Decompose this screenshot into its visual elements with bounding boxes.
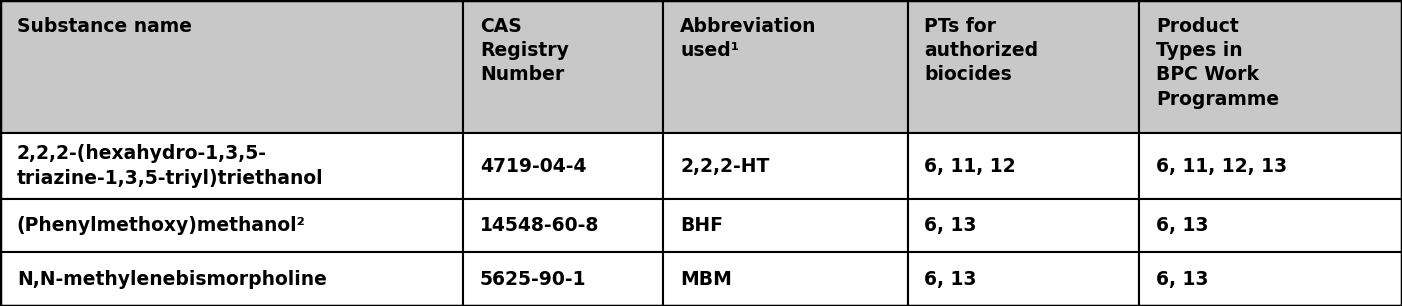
Text: (Phenylmethoxy)methanol²: (Phenylmethoxy)methanol² [17,216,306,235]
Text: 6, 11, 12, 13: 6, 11, 12, 13 [1157,156,1287,176]
Bar [463,199,663,252]
Bar [0,199,463,252]
Text: 6, 11, 12: 6, 11, 12 [924,156,1016,176]
Bar [663,133,907,199]
Text: 6, 13: 6, 13 [924,270,977,289]
Bar [1138,133,1402,199]
Bar [663,0,907,133]
Bar [1138,0,1402,133]
Bar [463,252,663,306]
Text: PTs for
authorized
biocides: PTs for authorized biocides [924,17,1039,84]
Bar [463,0,663,133]
Bar [907,199,1138,252]
Bar [0,0,463,133]
Bar [907,133,1138,199]
Text: Abbreviation
used¹: Abbreviation used¹ [680,17,817,60]
Bar [907,252,1138,306]
Text: 6, 13: 6, 13 [924,216,977,235]
Text: 2,2,2-(hexahydro-1,3,5-
triazine-1,3,5-triyl)triethanol: 2,2,2-(hexahydro-1,3,5- triazine-1,3,5-t… [17,144,324,188]
Text: 2,2,2-HT: 2,2,2-HT [680,156,770,176]
Bar [463,133,663,199]
Text: 6, 13: 6, 13 [1157,270,1209,289]
Bar [663,252,907,306]
Bar [907,0,1138,133]
Bar [663,199,907,252]
Text: Product
Types in
BPC Work
Programme: Product Types in BPC Work Programme [1157,17,1279,109]
Text: BHF: BHF [680,216,723,235]
Bar [1138,199,1402,252]
Text: CAS
Registry
Number: CAS Registry Number [479,17,569,84]
Text: MBM: MBM [680,270,732,289]
Text: Substance name: Substance name [17,17,192,36]
Text: N,N-methylenebismorpholine: N,N-methylenebismorpholine [17,270,327,289]
Text: 5625-90-1: 5625-90-1 [479,270,586,289]
Bar [0,252,463,306]
Text: 14548-60-8: 14548-60-8 [479,216,600,235]
Bar [1138,252,1402,306]
Text: 6, 13: 6, 13 [1157,216,1209,235]
Bar [0,133,463,199]
Text: 4719-04-4: 4719-04-4 [479,156,586,176]
